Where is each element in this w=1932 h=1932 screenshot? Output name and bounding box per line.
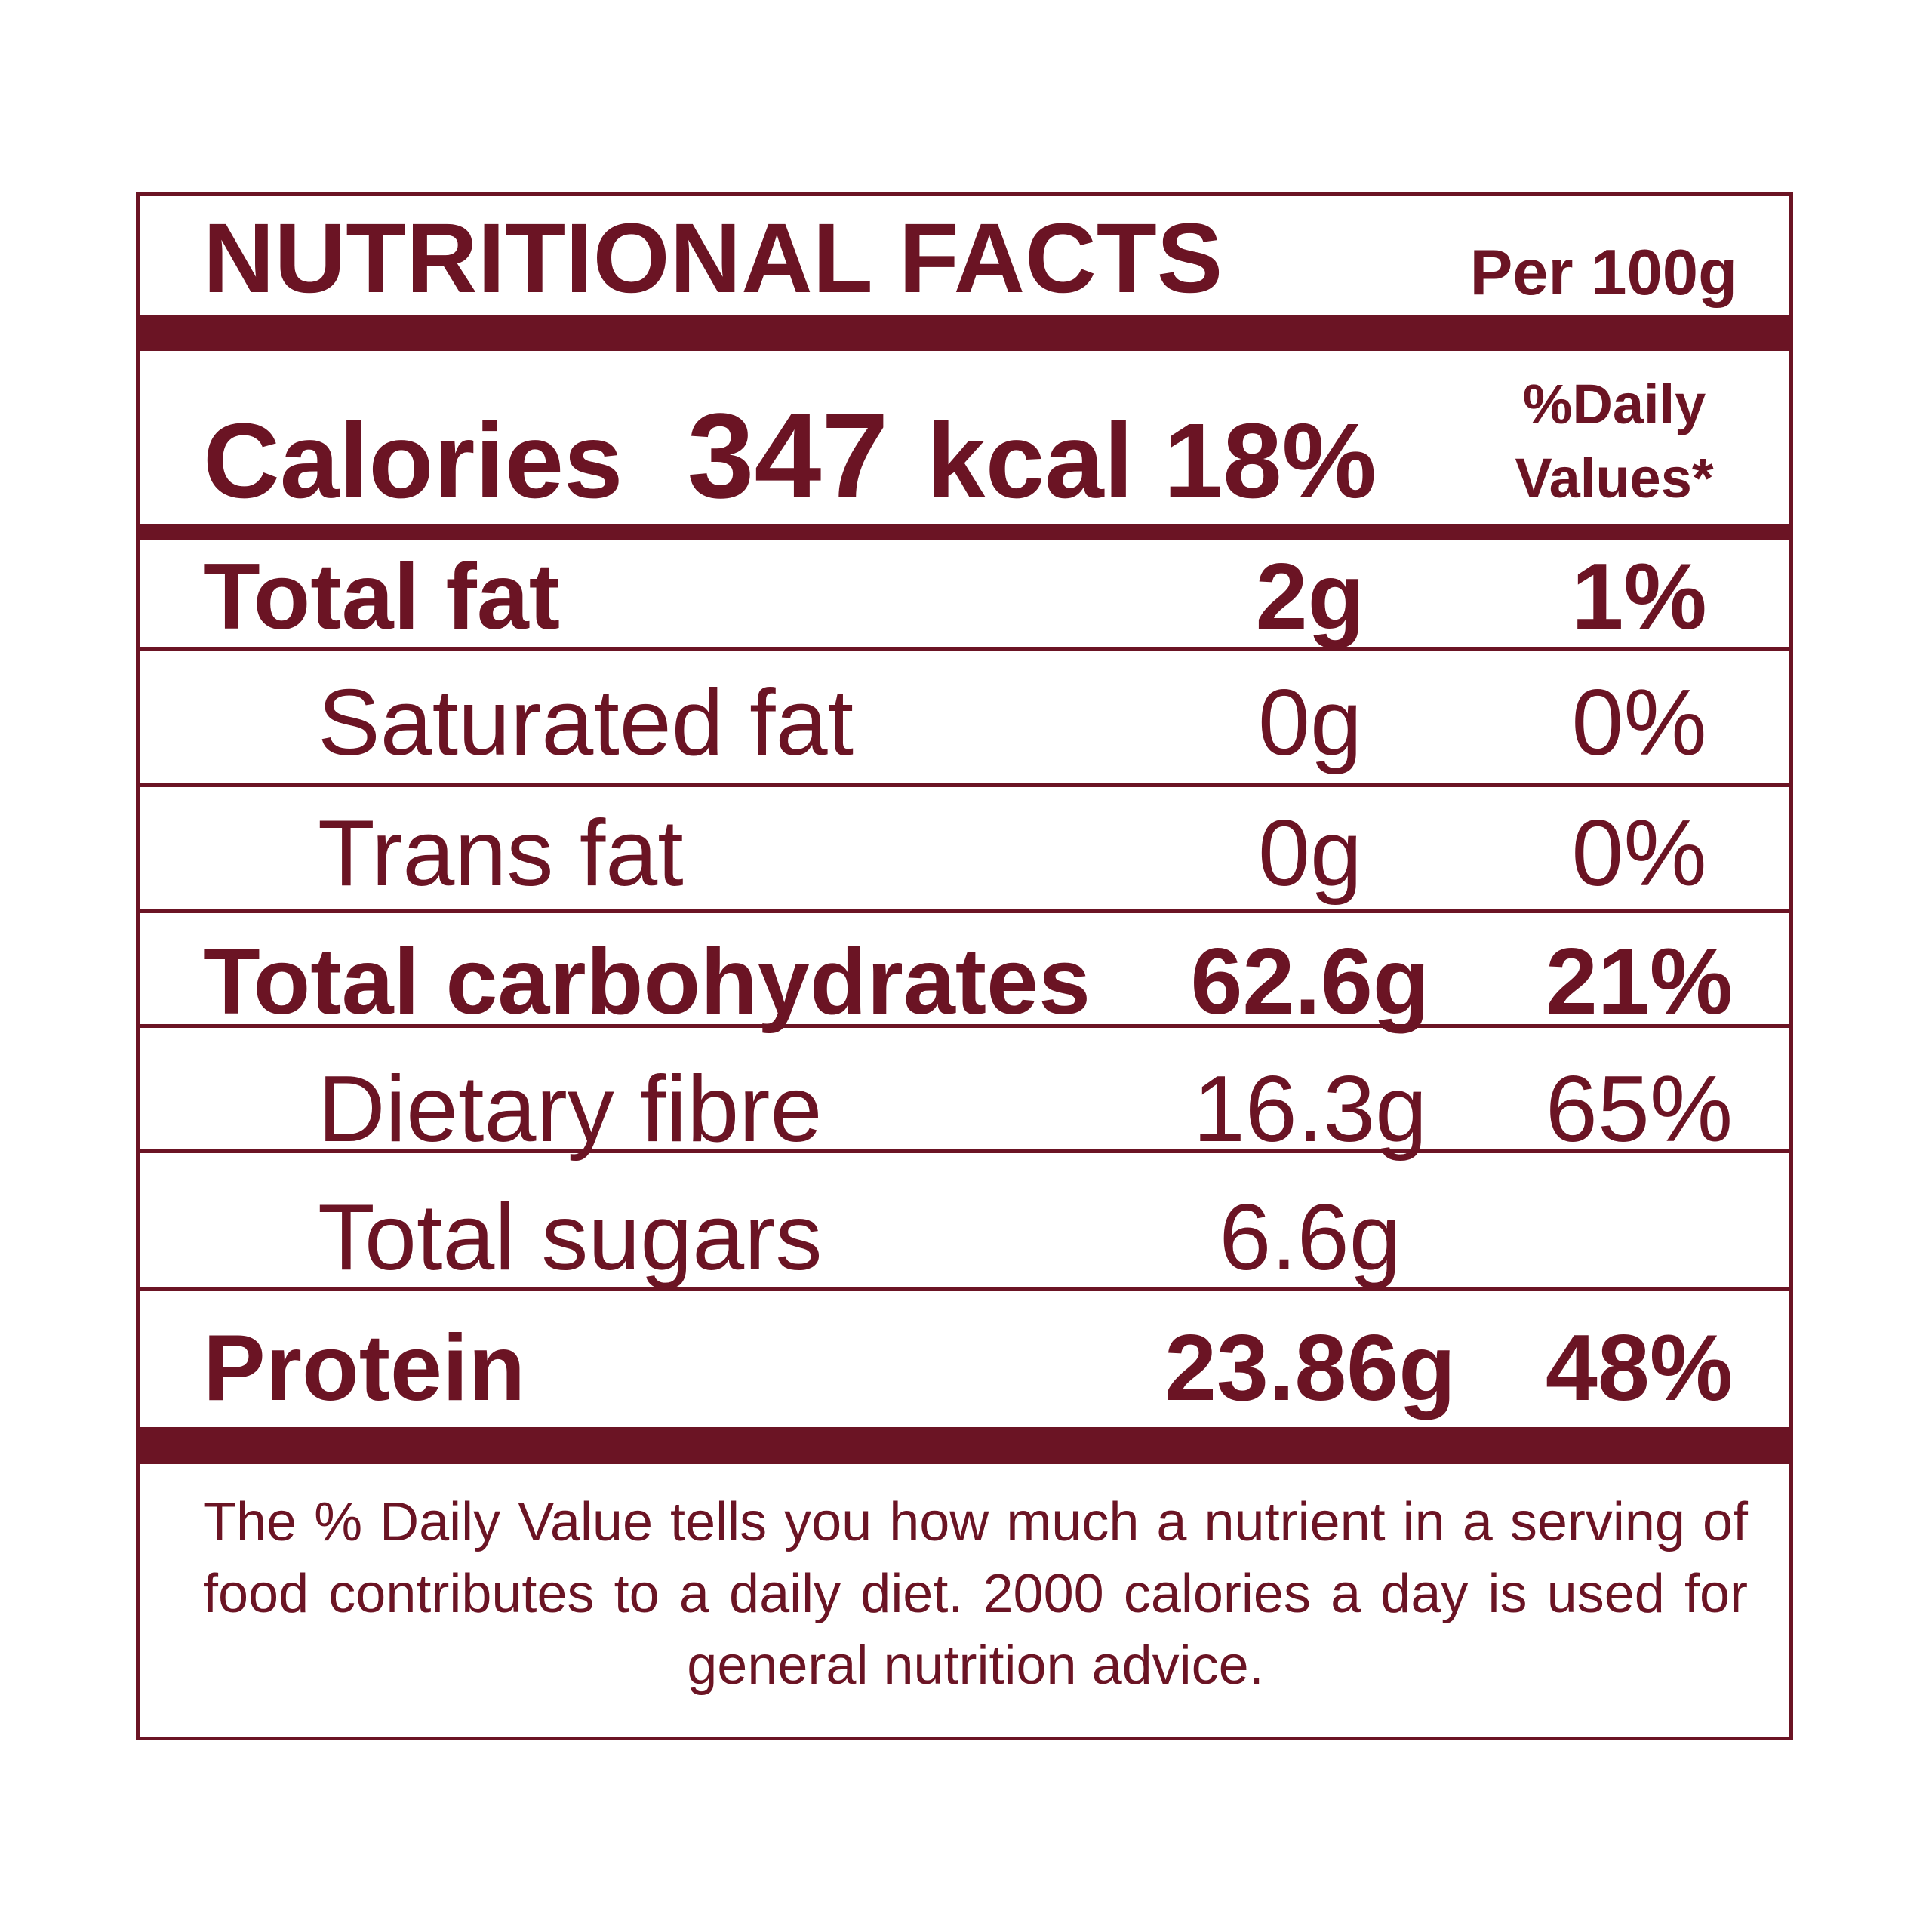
divider [136,524,1793,540]
nutrient-label: Saturated fat [318,671,854,775]
nutrient-dv: 65% [1545,1057,1734,1161]
nutrient-amount: 0g [1258,801,1362,906]
nutrient-dv: 21% [1545,930,1734,1034]
nutrient-label: Total sugars [318,1186,823,1290]
dv-heading: Values* [1515,447,1714,509]
calories-unit: kcal [926,401,1134,520]
nutrient-dv: 0% [1571,671,1707,775]
nutrient-amount: 6.6g [1219,1186,1401,1290]
nutrient-label: Protein [203,1316,526,1420]
calories-label: Calories [203,401,623,520]
nutrient-amount: 16.3g [1192,1057,1428,1161]
label-border [136,192,1793,1740]
divider [136,1024,1793,1028]
divider [136,647,1793,651]
divider [136,315,1793,351]
calories-line: Calories 347 kcal 18% [203,395,1377,516]
divider [136,1149,1793,1153]
title: NUTRITIONAL FACTS [203,202,1223,313]
nutrient-dv: 48% [1545,1316,1734,1420]
nutrient-label: Dietary fibre [318,1057,823,1161]
nutrient-label: Trans fat [318,801,684,906]
divider [136,783,1793,787]
footnote: The % Daily Value tells you how much a n… [203,1492,1748,1696]
divider [136,1427,1793,1464]
nutrient-dv: 0% [1571,801,1707,906]
nutrient-amount: 2g [1255,545,1365,649]
dv-heading: %Daily [1522,373,1706,435]
nutrient-amount: 0g [1258,671,1362,775]
nutrient-amount: 62.6g [1190,930,1430,1034]
divider [136,909,1793,913]
nutrient-amount: 23.86g [1164,1316,1457,1420]
nutrient-dv: 1% [1571,545,1707,649]
calories-percent: 18% [1163,401,1377,520]
per-serving: Per 100g [1469,237,1737,309]
divider [136,1287,1793,1291]
nutrient-label: Total fat [203,545,560,649]
calories-value: 347 [687,388,889,523]
nutrient-label: Total carbohydrates [203,930,1091,1034]
